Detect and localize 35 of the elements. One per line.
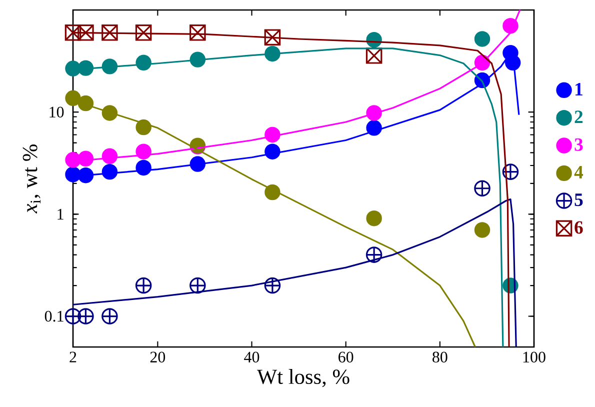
y-tick-label: 10 xyxy=(50,106,64,118)
point xyxy=(474,31,490,47)
point xyxy=(64,308,82,324)
point xyxy=(264,277,281,294)
legend-label: 1 xyxy=(576,82,582,96)
y-tick-label: 0.1 xyxy=(44,310,64,322)
legend-label: 5 xyxy=(574,194,583,206)
x-tick-label: 100 xyxy=(523,352,546,362)
x-tick-label: 40 xyxy=(244,352,260,362)
point xyxy=(78,308,94,324)
point xyxy=(474,222,490,238)
point xyxy=(102,24,118,41)
x-tick-label: 60 xyxy=(338,352,354,362)
point xyxy=(102,308,118,324)
point xyxy=(474,180,490,197)
line-series xyxy=(73,198,517,347)
legend-label: 4 xyxy=(574,166,584,178)
x-tick-label: 20 xyxy=(150,352,166,362)
point xyxy=(135,277,152,294)
legend-label: 6 xyxy=(574,221,583,234)
point xyxy=(366,210,382,226)
point xyxy=(135,24,152,41)
y-axis-title: x$_{i}$, wt % xyxy=(22,144,40,214)
y-tick-label: 1 xyxy=(58,208,64,220)
point xyxy=(502,164,519,180)
point xyxy=(264,29,281,46)
point xyxy=(190,24,206,41)
point xyxy=(190,277,206,294)
x-tick-label: 80 xyxy=(432,352,448,362)
legend-label: 2 xyxy=(574,110,583,124)
legend-label: 3 xyxy=(574,138,583,151)
x-tick-label: 2 xyxy=(70,352,76,362)
point xyxy=(65,90,81,106)
point xyxy=(366,246,382,263)
x-axis-title: Wt loss, % xyxy=(257,368,350,388)
